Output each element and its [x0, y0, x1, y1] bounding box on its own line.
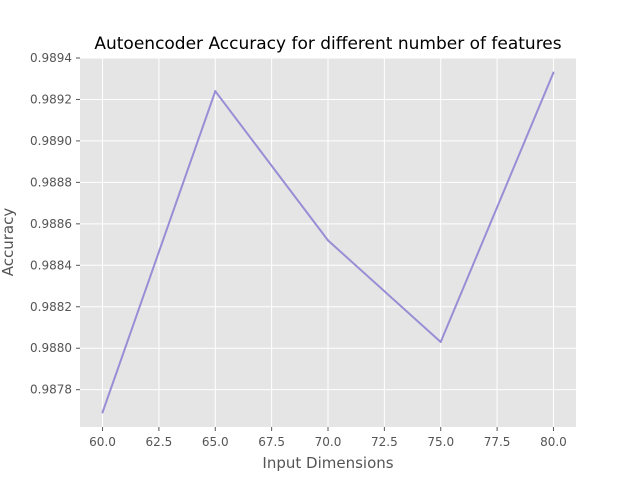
series-group [101, 71, 555, 414]
x-tick-label: 70.0 [315, 435, 342, 449]
y-tick-label: 0.9884 [30, 258, 72, 272]
y-axis-label: Accuracy [0, 208, 17, 277]
y-tick-label: 0.9886 [30, 217, 72, 231]
y-axis-ticks: 0.9878 0.9880 0.9882 0.9884 0.9886 0.9888 0.98… [30, 51, 80, 397]
data-point [327, 239, 329, 242]
y-tick-label: 0.9894 [30, 51, 72, 65]
x-axis-ticks: 60.0 62.5 65.0 67.5 70.0 72.5 75.0 77.5 80.0 [89, 427, 567, 449]
data-point [439, 341, 442, 344]
data-point [101, 411, 104, 414]
y-tick-label: 0.9892 [30, 92, 72, 106]
x-tick-label: 60.0 [89, 435, 116, 449]
x-axis-label: Input Dimensions [262, 454, 393, 472]
x-tick-label: 72.5 [371, 435, 398, 449]
x-tick-label: 62.5 [146, 435, 173, 449]
data-point [214, 90, 217, 93]
x-tick-label: 77.5 [484, 435, 511, 449]
y-tick-label: 0.9878 [30, 383, 72, 397]
x-tick-label: 80.0 [540, 435, 567, 449]
y-tick-label: 0.9890 [30, 134, 72, 148]
grid [80, 57, 576, 427]
y-tick-label: 0.9888 [30, 175, 72, 189]
y-tick-label: 0.9880 [30, 341, 72, 355]
chart-title: Autoencoder Accuracy for different numbe… [94, 34, 561, 54]
y-tick-label: 0.9882 [30, 300, 72, 314]
x-tick-label: 75.0 [427, 435, 454, 449]
x-tick-label: 67.5 [258, 435, 285, 449]
x-tick-label: 65.0 [202, 435, 229, 449]
data-point [552, 71, 555, 74]
